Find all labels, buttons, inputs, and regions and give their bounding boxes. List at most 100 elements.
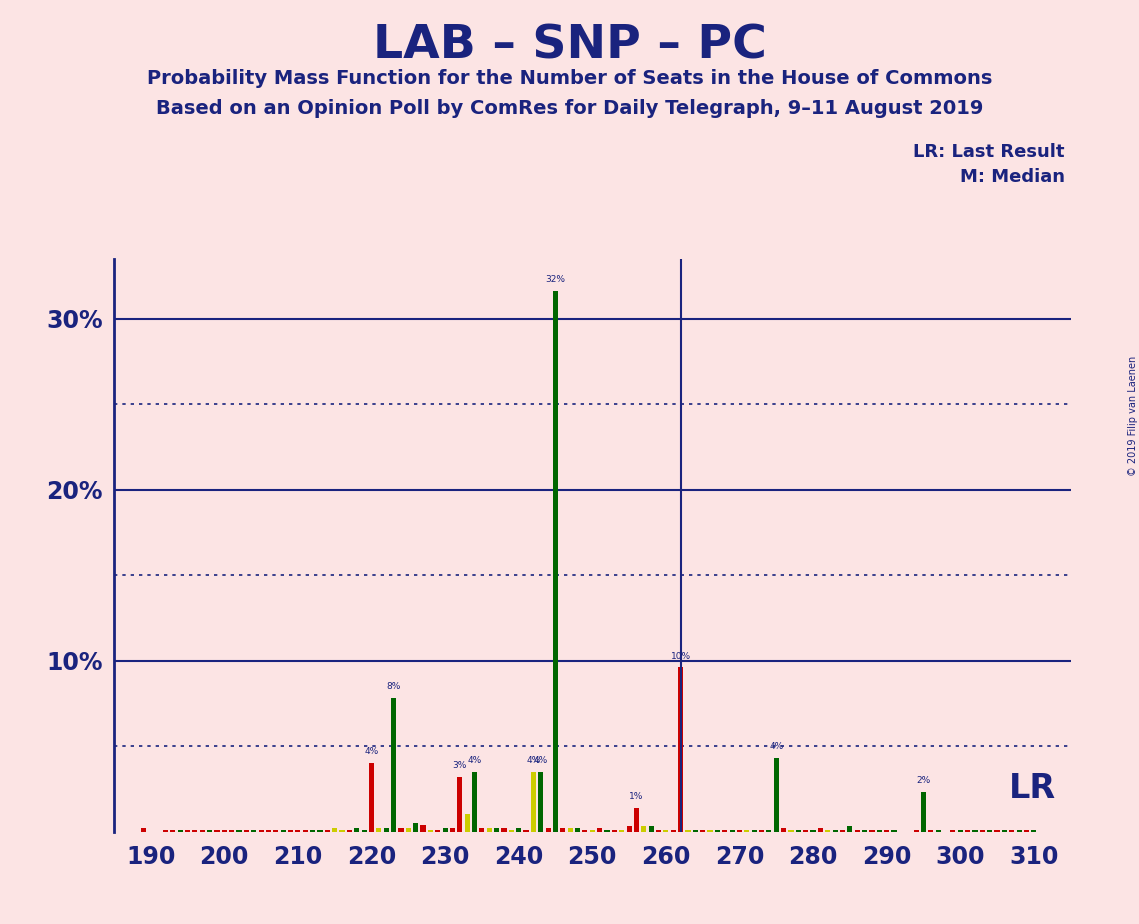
Bar xyxy=(325,830,330,832)
Bar xyxy=(333,828,337,832)
Bar xyxy=(1002,830,1007,832)
Bar xyxy=(141,828,146,832)
Bar xyxy=(597,828,603,832)
Bar xyxy=(310,830,316,832)
Bar xyxy=(354,830,359,832)
Bar xyxy=(384,828,388,832)
Bar xyxy=(318,830,322,832)
Bar xyxy=(678,667,683,832)
Text: 8%: 8% xyxy=(386,682,401,691)
Bar xyxy=(428,830,433,832)
Bar xyxy=(457,777,462,832)
Bar xyxy=(354,828,359,832)
Bar xyxy=(237,830,241,832)
Bar xyxy=(509,830,514,832)
Bar xyxy=(244,830,249,832)
Bar xyxy=(369,763,374,832)
Bar xyxy=(339,830,345,832)
Bar xyxy=(869,830,875,832)
Bar xyxy=(722,830,728,832)
Bar xyxy=(839,830,845,832)
Bar xyxy=(333,830,337,832)
Bar xyxy=(862,830,867,832)
Bar xyxy=(1017,830,1022,832)
Bar xyxy=(259,830,263,832)
Bar xyxy=(1031,830,1036,832)
Text: 4%: 4% xyxy=(526,756,541,765)
Bar xyxy=(369,825,374,832)
Text: M: Median: M: Median xyxy=(960,168,1065,186)
Bar xyxy=(435,830,441,832)
Text: LR: LR xyxy=(1009,772,1056,806)
Bar xyxy=(480,828,484,832)
Bar xyxy=(877,830,882,832)
Bar xyxy=(854,830,860,832)
Bar xyxy=(339,830,345,832)
Bar xyxy=(199,830,205,832)
Bar xyxy=(788,830,794,832)
Bar xyxy=(686,830,690,832)
Bar xyxy=(391,826,396,832)
Bar xyxy=(994,830,1000,832)
Text: 2%: 2% xyxy=(917,776,931,785)
Bar xyxy=(486,828,492,832)
Bar xyxy=(539,772,543,832)
Bar xyxy=(612,830,617,832)
Bar xyxy=(472,772,477,832)
Bar xyxy=(693,830,698,832)
Bar xyxy=(501,828,507,832)
Bar xyxy=(405,828,411,832)
Bar xyxy=(265,830,271,832)
Bar xyxy=(516,828,522,832)
Bar xyxy=(656,830,661,832)
Bar xyxy=(560,828,565,832)
Bar xyxy=(552,291,558,832)
Bar xyxy=(347,830,352,832)
Bar xyxy=(288,830,293,832)
Text: 4%: 4% xyxy=(769,742,784,751)
Text: Probability Mass Function for the Number of Seats in the House of Commons: Probability Mass Function for the Number… xyxy=(147,69,992,89)
Bar xyxy=(884,830,890,832)
Bar xyxy=(524,830,528,832)
Bar xyxy=(280,830,286,832)
Bar xyxy=(928,830,933,832)
Bar xyxy=(450,828,454,832)
Text: 1%: 1% xyxy=(629,792,644,801)
Bar xyxy=(950,830,956,832)
Bar xyxy=(803,830,809,832)
Bar xyxy=(170,830,175,832)
Bar xyxy=(759,830,764,832)
Bar xyxy=(575,828,580,832)
Bar xyxy=(229,830,235,832)
Bar xyxy=(707,830,713,832)
Bar xyxy=(384,830,388,832)
Bar xyxy=(663,830,669,832)
Text: 4%: 4% xyxy=(534,756,548,765)
Bar xyxy=(626,826,632,832)
Bar xyxy=(214,830,220,832)
Bar xyxy=(921,792,926,832)
Bar xyxy=(391,699,396,832)
Text: LAB – SNP – PC: LAB – SNP – PC xyxy=(372,23,767,68)
Bar xyxy=(715,830,720,832)
Bar xyxy=(737,830,741,832)
Text: Based on an Opinion Poll by ComRes for Daily Telegraph, 9–11 August 2019: Based on an Opinion Poll by ComRes for D… xyxy=(156,99,983,118)
Bar xyxy=(671,830,675,832)
Bar xyxy=(163,830,167,832)
Bar xyxy=(443,828,448,832)
Bar xyxy=(965,830,970,832)
Bar xyxy=(833,830,837,832)
Bar xyxy=(494,828,499,832)
Bar xyxy=(361,830,367,832)
Bar xyxy=(318,830,322,832)
Bar xyxy=(531,772,536,832)
Bar xyxy=(1024,830,1029,832)
Bar xyxy=(781,828,786,832)
Bar xyxy=(730,830,735,832)
Bar xyxy=(178,830,182,832)
Bar xyxy=(252,830,256,832)
Bar xyxy=(605,830,609,832)
Text: 10%: 10% xyxy=(671,651,690,661)
Bar xyxy=(546,828,550,832)
Bar xyxy=(973,830,977,832)
